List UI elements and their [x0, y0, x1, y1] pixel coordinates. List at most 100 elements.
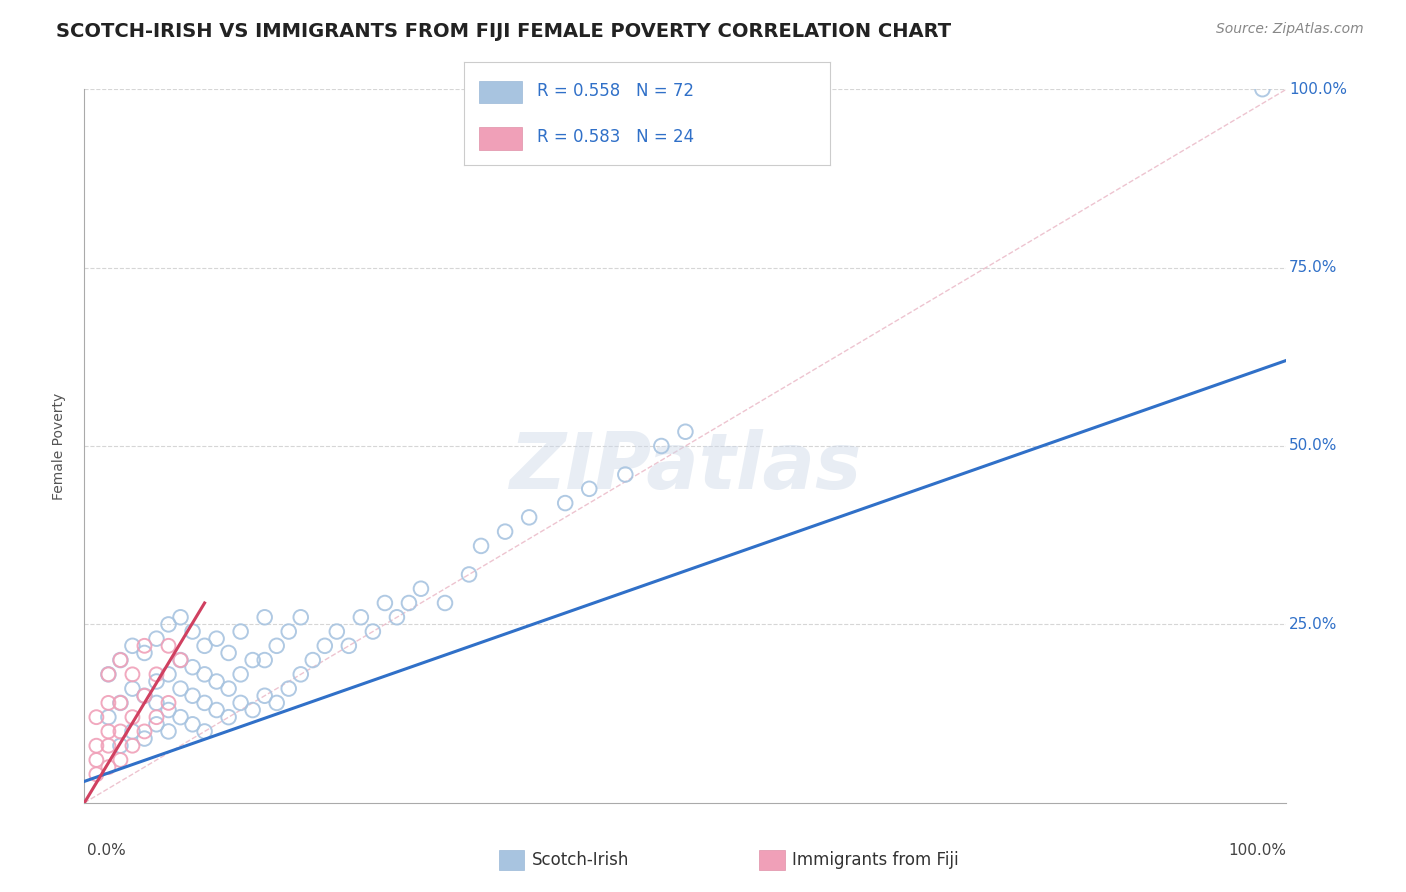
Point — [398, 596, 420, 610]
Point — [97, 696, 120, 710]
Point — [121, 739, 143, 753]
Point — [194, 724, 217, 739]
Point — [434, 596, 457, 610]
Point — [157, 667, 180, 681]
Point — [169, 653, 191, 667]
Point — [229, 696, 252, 710]
Point — [110, 696, 132, 710]
Point — [181, 717, 204, 731]
Point — [86, 739, 108, 753]
Point — [157, 617, 180, 632]
Point — [145, 717, 167, 731]
Point — [157, 639, 180, 653]
Point — [169, 610, 191, 624]
Point — [409, 582, 432, 596]
Y-axis label: Female Poverty: Female Poverty — [52, 392, 66, 500]
Point — [277, 624, 299, 639]
Text: 100.0%: 100.0% — [1229, 843, 1286, 858]
Point — [253, 689, 276, 703]
Point — [229, 624, 252, 639]
Point — [110, 696, 132, 710]
Point — [134, 724, 156, 739]
Point — [266, 639, 288, 653]
Point — [675, 425, 697, 439]
Point — [194, 639, 217, 653]
Point — [181, 660, 204, 674]
Text: SCOTCH-IRISH VS IMMIGRANTS FROM FIJI FEMALE POVERTY CORRELATION CHART: SCOTCH-IRISH VS IMMIGRANTS FROM FIJI FEM… — [56, 22, 952, 41]
Point — [253, 653, 276, 667]
Point — [110, 739, 132, 753]
Point — [86, 710, 108, 724]
Point — [86, 753, 108, 767]
Point — [205, 703, 228, 717]
Point — [253, 610, 276, 624]
Point — [145, 710, 167, 724]
Point — [97, 739, 120, 753]
Text: R = 0.583   N = 24: R = 0.583 N = 24 — [537, 128, 695, 146]
Point — [458, 567, 481, 582]
Point — [97, 667, 120, 681]
Point — [229, 667, 252, 681]
Point — [314, 639, 336, 653]
Point — [194, 696, 217, 710]
Point — [97, 667, 120, 681]
Point — [134, 689, 156, 703]
Text: R = 0.558   N = 72: R = 0.558 N = 72 — [537, 82, 695, 100]
Point — [301, 653, 323, 667]
Point — [326, 624, 349, 639]
Point — [242, 653, 264, 667]
Point — [97, 760, 120, 774]
Point — [121, 724, 143, 739]
Point — [169, 710, 191, 724]
Point — [290, 667, 312, 681]
Point — [134, 639, 156, 653]
Point — [110, 753, 132, 767]
Point — [194, 667, 217, 681]
Point — [110, 724, 132, 739]
Point — [121, 639, 143, 653]
Text: 0.0%: 0.0% — [87, 843, 127, 858]
Point — [650, 439, 672, 453]
Text: Source: ZipAtlas.com: Source: ZipAtlas.com — [1216, 22, 1364, 37]
Point — [145, 696, 167, 710]
Point — [1251, 82, 1274, 96]
Point — [218, 646, 240, 660]
Point — [145, 632, 167, 646]
Point — [145, 667, 167, 681]
Point — [157, 696, 180, 710]
Point — [385, 610, 408, 624]
Text: 25.0%: 25.0% — [1289, 617, 1337, 632]
Point — [145, 674, 167, 689]
Point — [86, 767, 108, 781]
Point — [169, 653, 191, 667]
Point — [181, 624, 204, 639]
Point — [361, 624, 384, 639]
Point — [121, 710, 143, 724]
Point — [470, 539, 492, 553]
Point — [277, 681, 299, 696]
Point — [121, 667, 143, 681]
Point — [218, 681, 240, 696]
Point — [266, 696, 288, 710]
Text: ZIPatlas: ZIPatlas — [509, 429, 862, 506]
Point — [181, 689, 204, 703]
Text: 50.0%: 50.0% — [1289, 439, 1337, 453]
Text: 75.0%: 75.0% — [1289, 260, 1337, 275]
Point — [205, 632, 228, 646]
Point — [614, 467, 637, 482]
Point — [97, 724, 120, 739]
Point — [350, 610, 373, 624]
Text: Scotch-Irish: Scotch-Irish — [531, 851, 628, 869]
Point — [110, 653, 132, 667]
Point — [134, 689, 156, 703]
Text: Immigrants from Fiji: Immigrants from Fiji — [792, 851, 959, 869]
Point — [374, 596, 396, 610]
Point — [290, 610, 312, 624]
Point — [242, 703, 264, 717]
Point — [169, 681, 191, 696]
Point — [578, 482, 600, 496]
Point — [337, 639, 360, 653]
Point — [205, 674, 228, 689]
Point — [110, 653, 132, 667]
Point — [157, 703, 180, 717]
